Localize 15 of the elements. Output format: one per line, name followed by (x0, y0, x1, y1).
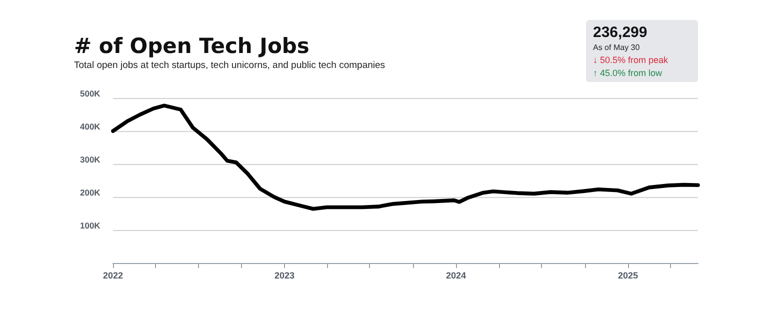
chart-title: # of Open Tech Jobs (74, 34, 310, 58)
x-tick-label: 2022 (102, 270, 124, 280)
x-tick-label: 2025 (618, 270, 638, 280)
text: 236,299 (593, 24, 648, 41)
text: ↑ 45.0% from low (593, 68, 662, 78)
text: As of May 30 (593, 43, 640, 52)
text: ↓ 50.5% from peak (593, 55, 668, 65)
y-tick-label: 100K (80, 220, 102, 230)
y-tick-label: 300K (80, 154, 102, 164)
y-tick-label: 200K (80, 188, 102, 198)
x-tick-label: 2023 (274, 270, 295, 280)
y-tick-label: 400K (80, 122, 102, 132)
y-tick-label: 500K (80, 88, 102, 98)
chart-subtitle: Total open jobs at tech startups, tech unicorns, and public tech companies (74, 60, 386, 71)
x-tick-label: 2024 (446, 270, 466, 280)
